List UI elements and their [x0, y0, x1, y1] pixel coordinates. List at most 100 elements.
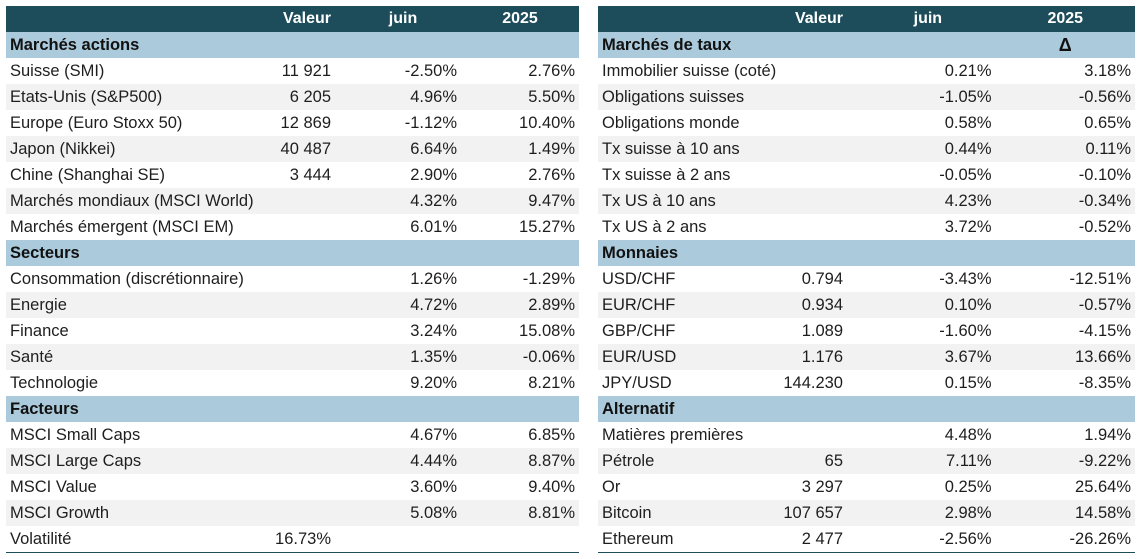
row-label: Tx US à 10 ans [598, 188, 819, 214]
row-2025: 9.40% [461, 474, 579, 500]
table-row: MSCI Small Caps 4.67% 6.85% [6, 422, 579, 448]
row-spacer [818, 214, 861, 240]
header-valeur [818, 6, 861, 32]
row-juin: 9.20% [345, 370, 461, 396]
row-juin: -2.50% [345, 58, 461, 84]
row-2025: 14.58% [995, 500, 1135, 526]
section-header: Secteurs [6, 240, 579, 266]
row-juin: -3.43% [860, 266, 996, 292]
row-valeur: 6 205 [289, 88, 331, 106]
row-label: MSCI Small Caps [6, 422, 316, 448]
row-label: Tx suisse à 10 ans [598, 136, 819, 162]
row-label: JPY/USD [598, 370, 819, 396]
row-juin: 0.15% [860, 370, 996, 396]
row-juin: -1.05% [860, 84, 996, 110]
header-blank [6, 6, 316, 32]
row-2025: 0.11% [995, 136, 1135, 162]
row-2025: 8.87% [461, 448, 579, 474]
row-spacer [316, 422, 345, 448]
row-2025: 3.18% [995, 58, 1135, 84]
header-valeur [316, 6, 345, 32]
row-spacer [818, 188, 861, 214]
table-header: juin 2025 [598, 6, 1135, 32]
row-spacer [316, 214, 345, 240]
table-row: Chine (Shanghai SE) 2.90% 2.76% [6, 162, 579, 188]
row-juin: 4.23% [860, 188, 996, 214]
row-valeur: 3 297 [801, 478, 843, 496]
header-blank [598, 6, 819, 32]
table-row: Tx suisse à 2 ans -0.05% -0.10% [598, 162, 1135, 188]
row-valeur: 0.794 [801, 270, 843, 288]
row-spacer [316, 292, 345, 318]
row-juin: 2.98% [860, 500, 996, 526]
table-row: Suisse (SMI) -2.50% 2.76% [6, 58, 579, 84]
row-label: Finance [6, 318, 316, 344]
table-row: Immobilier suisse (coté) 0.21% 3.18% [598, 58, 1135, 84]
row-2025: 15.27% [461, 214, 579, 240]
row-juin: 0.10% [860, 292, 996, 318]
table-row: GBP/CHF -1.60% -4.15% [598, 318, 1135, 344]
row-spacer [316, 344, 345, 370]
row-2025: 15.08% [461, 318, 579, 344]
header-juin: juin [345, 6, 461, 32]
row-2025: -0.34% [995, 188, 1135, 214]
row-spacer [316, 370, 345, 396]
row-2025: -1.29% [461, 266, 579, 292]
row-valeur: 1.176 [801, 348, 843, 366]
row-juin: 1.26% [345, 266, 461, 292]
row-juin: 3.24% [345, 318, 461, 344]
table-row: MSCI Value 3.60% 9.40% [6, 474, 579, 500]
delta-symbol: Δ [995, 32, 1135, 58]
row-label: Chine (Shanghai SE) [6, 162, 316, 188]
row-juin [345, 526, 461, 553]
row-2025: -12.51% [995, 266, 1135, 292]
rates-table: juin 2025 Marchés de taux Δ Immobilier suiss… [598, 6, 1135, 553]
row-2025: -0.52% [995, 214, 1135, 240]
section-spacer [316, 396, 345, 422]
table-row: Japon (Nikkei) 6.64% 1.49% [6, 136, 579, 162]
section-header: Monnaies [598, 240, 1135, 266]
section-spacer [345, 240, 461, 266]
section-header: Facteurs [6, 396, 579, 422]
row-valeur: 107 657 [783, 504, 843, 522]
table-row: Or 0.25% 25.64% [598, 474, 1135, 500]
row-juin: 4.67% [345, 422, 461, 448]
row-label: MSCI Growth [6, 500, 316, 526]
row-label: Bitcoin [598, 500, 819, 526]
section-spacer [818, 396, 861, 422]
row-spacer [316, 188, 345, 214]
table-row: Bitcoin 2.98% 14.58% [598, 500, 1135, 526]
row-label: Suisse (SMI) [6, 58, 316, 84]
header-juin: juin [860, 6, 996, 32]
section-header: Marchés actions [6, 32, 579, 58]
row-juin: 4.96% [345, 84, 461, 110]
row-valeur: 11 921 [281, 62, 331, 80]
table-row: Energie 4.72% 2.89% [6, 292, 579, 318]
row-spacer [316, 110, 345, 136]
section-header: Marchés de taux Δ [598, 32, 1135, 58]
row-juin: 3.60% [345, 474, 461, 500]
row-label: Consommation (discrétionnaire) [6, 266, 316, 292]
row-spacer [316, 526, 345, 553]
row-spacer [818, 422, 861, 448]
table-row: MSCI Growth 5.08% 8.81% [6, 500, 579, 526]
table-row: JPY/USD 0.15% -8.35% [598, 370, 1135, 396]
row-spacer [818, 448, 861, 474]
row-label: GBP/CHF [598, 318, 819, 344]
section-title: Facteurs [6, 396, 316, 422]
table-row: Volatilité [6, 526, 579, 553]
section-spacer [818, 32, 861, 58]
row-juin: -2.56% [860, 526, 996, 553]
row-2025: -0.56% [995, 84, 1135, 110]
table-row: Finance 3.24% 15.08% [6, 318, 579, 344]
table-row: Matières premières 4.48% 1.94% [598, 422, 1135, 448]
row-spacer [818, 474, 861, 500]
row-spacer [316, 318, 345, 344]
row-juin: 0.58% [860, 110, 996, 136]
row-valeur: 0.934 [801, 296, 843, 314]
row-label: EUR/CHF [598, 292, 819, 318]
row-juin: 3.72% [860, 214, 996, 240]
row-2025 [461, 526, 579, 553]
row-juin: 7.11% [860, 448, 996, 474]
row-valeur: 16.73% [275, 530, 331, 548]
